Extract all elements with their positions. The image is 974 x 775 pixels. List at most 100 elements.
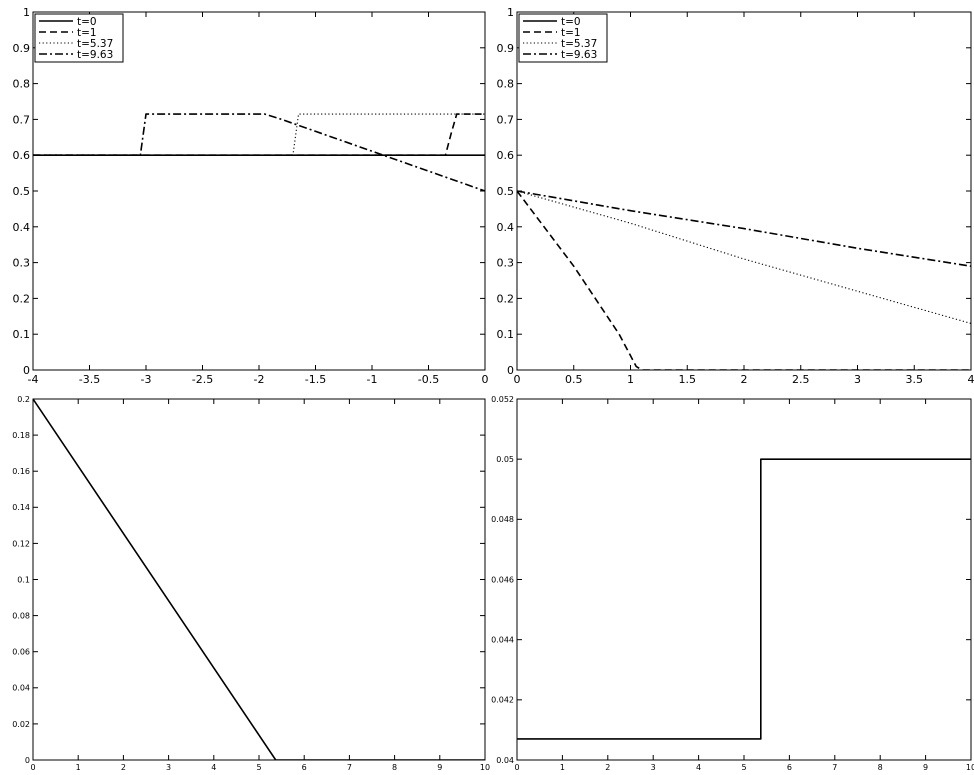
x-tick-label: -1.5 — [305, 373, 326, 386]
legend: t=0t=1t=5.37t=9.63 — [518, 13, 608, 63]
y-tick-label: 0.04 — [12, 684, 30, 693]
y-tick-label: 0.08 — [12, 611, 30, 620]
x-tick-label: -3 — [141, 373, 152, 386]
y-tick-label: 0.2 — [497, 292, 515, 305]
y-tick-label: 0.16 — [12, 467, 30, 476]
legend-label: t=9.63 — [77, 49, 113, 61]
y-tick-label: 0.02 — [12, 720, 30, 729]
x-tick-label: 0.5 — [565, 373, 583, 386]
chart-panel-1: -4 -3.5 -3 -2.5 -2 -1.5 -1 -0.5 0 0 0.1 0.2 0.3 0.4 0.… — [13, 6, 489, 386]
series-line-t-1 — [517, 190, 971, 370]
y-tick-label: 0 — [25, 756, 30, 765]
y-tick-label: 0.6 — [13, 149, 31, 162]
y-tick-label: 0.8 — [13, 78, 31, 91]
x-tick-label: 0 — [514, 373, 521, 386]
y-tick-label: 0.046 — [491, 575, 514, 584]
y-tick-label: 1 — [23, 6, 30, 19]
legend: t=0t=1t=5.37t=9.63 — [34, 13, 124, 63]
x-tick-label: 8 — [878, 763, 883, 772]
x-tick-label: -1 — [367, 373, 378, 386]
series-line-t-5-37 — [33, 113, 485, 156]
y-tick-label: 0.9 — [497, 42, 515, 55]
series-group — [33, 113, 485, 192]
y-tick-label: 1 — [507, 6, 514, 19]
plot-frame — [516, 398, 972, 761]
x-tick-label: 6 — [787, 763, 792, 772]
x-tick-label: 5 — [741, 763, 746, 772]
x-tick-label: 2 — [605, 763, 610, 772]
y-tick-label: 0.3 — [497, 257, 515, 270]
legend-label: t=5.37 — [77, 38, 113, 50]
x-tick-label: 0 — [482, 373, 489, 386]
x-tick-label: 1 — [627, 373, 634, 386]
x-tick-label: 2.5 — [792, 373, 810, 386]
y-tick-label: 0.052 — [491, 395, 514, 404]
y-tick-label: 0.14 — [12, 503, 30, 512]
y-tick-label: 0.5 — [497, 185, 515, 198]
plot-frame — [32, 398, 486, 761]
y-tick-label: 0.7 — [13, 113, 31, 126]
y-tick-label: 0.2 — [17, 395, 30, 404]
legend-label: t=0 — [561, 16, 581, 28]
chart-panel-4: 0 1 2 3 4 5 6 7 8 9 10 0.04 0.042 0.044 0.046 0.048 0.05… — [491, 395, 974, 772]
x-tick-label: -4 — [28, 373, 39, 386]
x-tick-label: 4 — [211, 763, 216, 772]
x-tick-label: -0.5 — [418, 373, 439, 386]
x-tick-label: 2 — [741, 373, 748, 386]
x-tick-label: 0 — [30, 763, 35, 772]
y-tick-label: 0.6 — [497, 149, 515, 162]
x-tick-label: 8 — [392, 763, 397, 772]
plot-frame — [32, 11, 486, 371]
x-tick-label: 4 — [696, 763, 701, 772]
x-tick-label: 1 — [76, 763, 81, 772]
y-tick-label: 0.06 — [12, 648, 30, 657]
series-line-t-9-63 — [33, 113, 485, 192]
y-tick-label: 0.5 — [13, 185, 31, 198]
plot-frame — [516, 11, 972, 371]
x-tick-label: -2.5 — [192, 373, 213, 386]
legend-label: t=5.37 — [561, 38, 597, 50]
y-tick-label: 0.2 — [13, 292, 31, 305]
x-tick-label: 3.5 — [906, 373, 924, 386]
chart-panel-3: 0 1 2 3 4 5 6 7 8 9 10 0 0.02 0.04 0.06 0.08 0.1 0.12 0.14… — [12, 395, 490, 772]
y-tick-label: 0.1 — [497, 328, 515, 341]
y-tick-label: 0.044 — [491, 636, 514, 645]
y-tick-label: 0.042 — [491, 696, 514, 705]
y-tick-label: 0.12 — [12, 539, 30, 548]
series-group — [33, 399, 485, 760]
legend-label: t=9.63 — [561, 49, 597, 61]
y-tick-label: 0.7 — [497, 113, 515, 126]
y-tick-label: 0.4 — [13, 221, 31, 234]
y-tick-label: 0.9 — [13, 42, 31, 55]
y-tick-label: 0 — [23, 364, 30, 377]
x-tick-label: 2 — [121, 763, 126, 772]
x-tick-label: 3 — [651, 763, 656, 772]
x-tick-label: 10 — [966, 763, 974, 772]
x-tick-label: 1.5 — [679, 373, 697, 386]
legend-box — [518, 13, 608, 63]
x-tick-label: 4 — [968, 373, 974, 386]
x-tick-label: 3 — [854, 373, 861, 386]
series-group — [517, 190, 971, 370]
x-tick-label: 1 — [560, 763, 565, 772]
y-tick-label: 0.18 — [12, 431, 30, 440]
y-tick-label: 0 — [507, 364, 514, 377]
chart-panel-2: 0 0.5 1 1.5 2 2.5 3 3.5 4 0 0.1 0.2 0.3 0.4 0.5 0.6 0.7 0… — [497, 6, 974, 386]
x-tick-label: 10 — [480, 763, 490, 772]
x-tick-label: 7 — [832, 763, 837, 772]
x-tick-label: 9 — [923, 763, 928, 772]
y-tick-label: 0.8 — [497, 78, 515, 91]
y-tick-label: 0.048 — [491, 515, 514, 524]
y-tick-label: 0.05 — [496, 455, 514, 464]
x-tick-label: -3.5 — [79, 373, 100, 386]
series-line-1 — [517, 458, 971, 740]
legend-box — [34, 13, 124, 63]
y-tick-label: 0.1 — [17, 575, 30, 584]
legend-label: t=1 — [77, 27, 97, 39]
x-tick-label: 5 — [256, 763, 261, 772]
series-group — [517, 458, 971, 740]
x-tick-label: 6 — [302, 763, 307, 772]
y-tick-label: 0.3 — [13, 257, 31, 270]
legend-label: t=0 — [77, 16, 97, 28]
